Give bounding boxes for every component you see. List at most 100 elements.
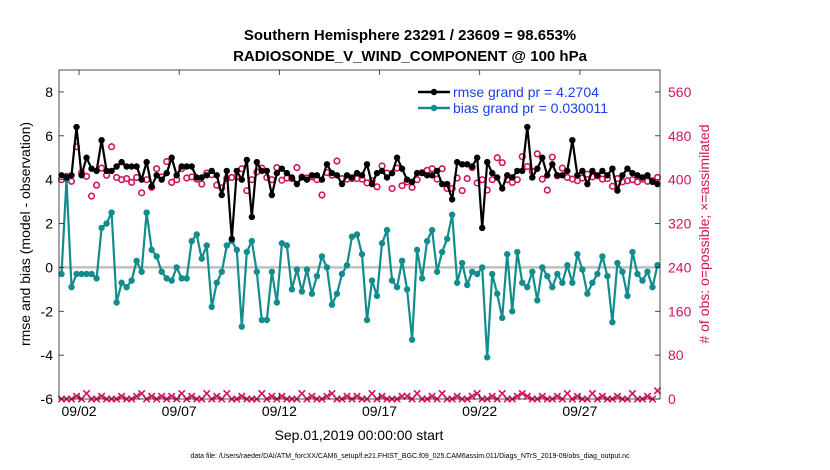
y-tick-label: -2 [41, 303, 54, 319]
rmse-point [363, 161, 371, 168]
rmse-point [524, 123, 531, 131]
bias-point [318, 253, 326, 260]
x-tick-label: 09/07 [162, 403, 197, 419]
bias-point [323, 264, 331, 271]
bias-point [649, 283, 656, 291]
rmse-point [423, 172, 431, 179]
obs-assimilated-stroke [97, 392, 106, 401]
rmse-point [649, 178, 656, 186]
obs-assimilated-stroke [468, 392, 476, 401]
rmse-point [574, 172, 581, 179]
rmse-point [308, 172, 316, 179]
bias-point [639, 277, 646, 284]
rmse-point [489, 169, 496, 177]
y-right-tick-label: 320 [668, 216, 692, 232]
bias-point [609, 319, 616, 326]
rmse-point [353, 169, 361, 177]
rmse-point [273, 169, 281, 177]
rmse-point [323, 161, 331, 168]
bias-point [559, 279, 566, 286]
obs-possible-marker [388, 184, 396, 193]
bias-point [223, 242, 230, 249]
obs-possible-marker [398, 182, 406, 190]
bias-point [343, 262, 351, 269]
rmse-point [373, 169, 381, 177]
rmse-point [188, 163, 195, 170]
rmse-point [68, 172, 75, 179]
bias-point [534, 297, 541, 304]
x-tick-label: 09/12 [262, 403, 297, 419]
rmse-point [223, 167, 230, 175]
y-right-tick-label: 560 [668, 84, 692, 100]
obs-assimilated-stroke [132, 392, 141, 401]
rmse-point [288, 174, 296, 181]
obs-assimilated-stroke [268, 392, 276, 401]
bias-point [403, 286, 411, 293]
obs-assimilated-marker [468, 392, 476, 401]
rmse-point [539, 154, 546, 161]
x-tick-label: 09/27 [562, 403, 597, 419]
bias-point [589, 279, 596, 286]
y-right-tick-label: 80 [668, 347, 684, 363]
rmse-point [504, 172, 511, 179]
bias-point [118, 279, 125, 286]
obs-assimilated-marker [428, 392, 436, 401]
obs-assimilated-marker [453, 392, 461, 401]
bias-point [448, 211, 456, 218]
rmse-point [448, 196, 456, 203]
rmse-point [253, 158, 261, 166]
bias-point [619, 268, 626, 275]
obs-assimilated-stroke [523, 392, 532, 401]
obs-assimilated-stroke [643, 392, 652, 401]
rmse-point [228, 235, 235, 243]
obs-assimilated-marker [343, 392, 351, 401]
obs-assimilated-marker [643, 392, 652, 401]
obs-assimilated-stroke [513, 392, 522, 401]
rmse-point [519, 167, 526, 175]
obs-possible-marker [518, 153, 526, 161]
rmse-point [73, 123, 80, 131]
rmse-point [644, 172, 651, 179]
obs-possible-marker [123, 174, 131, 183]
bias-point [519, 279, 526, 286]
obs-possible-marker [293, 164, 301, 172]
bias-point [273, 299, 281, 306]
obs-assimilated-marker [518, 389, 527, 398]
y-axis-label: rmse and bias (model - observation) [17, 122, 33, 346]
bias-point [443, 235, 451, 243]
obs-possible-marker [153, 165, 161, 173]
rmse-point [283, 169, 291, 177]
y-tick-label: 0 [45, 259, 53, 275]
obs-assimilated-marker [353, 392, 361, 401]
rmse-point [238, 176, 246, 183]
rmse-point [148, 183, 155, 190]
obs-assimilated-marker [613, 392, 622, 401]
obs-assimilated-stroke [202, 389, 211, 398]
bias-point [163, 275, 170, 282]
rmse-point [418, 169, 426, 177]
bias-point [293, 266, 301, 273]
bias-point [298, 288, 306, 295]
obs-assimilated-stroke [157, 392, 166, 401]
bias-point [458, 259, 466, 267]
rmse-point [544, 172, 551, 179]
bias-point [278, 240, 286, 247]
bias-point [218, 268, 225, 275]
bias-point [178, 275, 185, 282]
bias-point [514, 248, 521, 256]
obs-assimilated-marker [238, 392, 246, 401]
bias-point [494, 290, 501, 297]
bias-point [248, 237, 256, 245]
bias-point [463, 281, 471, 289]
obs-possible-marker [543, 186, 551, 194]
obs-assimilated-stroke [258, 389, 266, 398]
bias-point [308, 290, 316, 297]
bias-point [98, 224, 105, 232]
bias-point [73, 270, 80, 278]
rmse-point [408, 178, 416, 186]
bias-point [484, 354, 491, 361]
obs-possible-marker [373, 183, 381, 191]
bias-point [368, 277, 376, 284]
obs-assimilated-stroke [147, 392, 156, 401]
bias-point [123, 283, 130, 291]
